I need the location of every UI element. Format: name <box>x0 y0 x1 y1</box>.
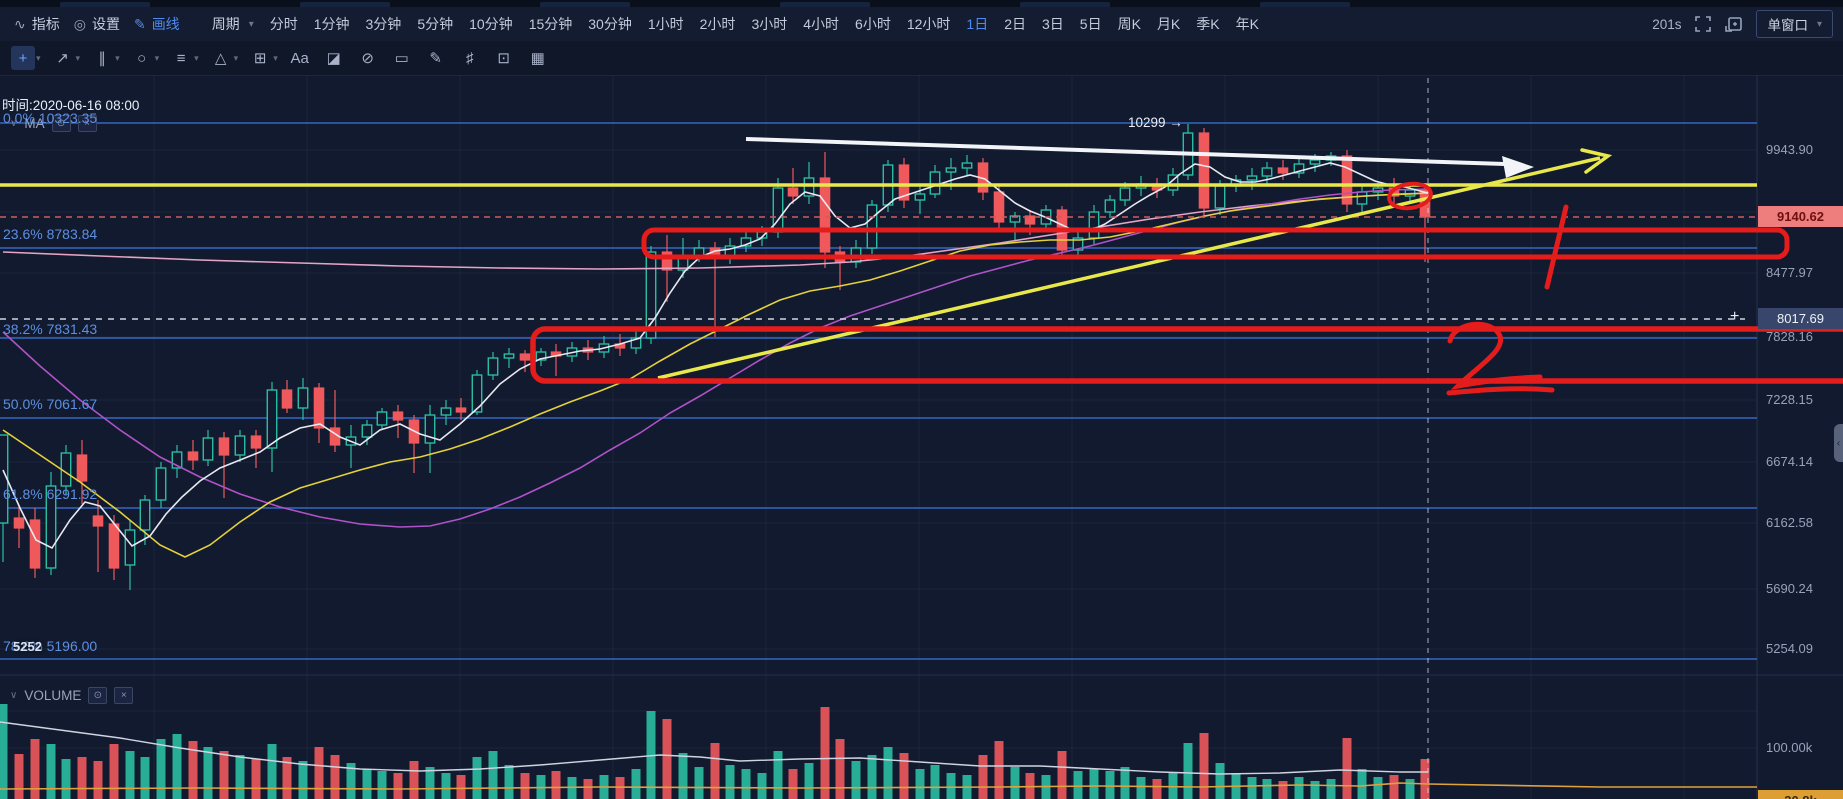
chevron-down-icon: ▾ <box>1816 18 1822 30</box>
timeframe-季K[interactable]: 季K <box>1196 16 1220 32</box>
axis-label: 9943.90 <box>1766 142 1813 157</box>
crosshair-tool[interactable]: + ▾ <box>11 46 41 70</box>
timeframe-15分钟[interactable]: 15分钟 <box>528 16 573 32</box>
timeframe-3日[interactable]: 3日 <box>1042 16 1064 32</box>
delete-tool[interactable]: ▦ <box>530 50 545 67</box>
volume-indicator-label: VOLUME <box>24 688 82 703</box>
volume-settings-icon[interactable]: ⊙ <box>88 687 108 704</box>
wave-pattern-tool[interactable]: △ ▾ <box>214 50 239 67</box>
eraser-percent-tool[interactable]: ◪ <box>326 50 341 67</box>
axis-label: 7228.15 <box>1766 392 1813 407</box>
candle-countdown: 201s <box>1652 16 1682 32</box>
text-tool[interactable]: Aa <box>290 49 309 67</box>
alert-level-badge: 8017.69 <box>1758 308 1843 329</box>
brush-tool[interactable]: ✎ <box>429 50 442 67</box>
fib-label: 50.0% 7061.67 <box>3 396 98 412</box>
timeframe-6小时[interactable]: 6小时 <box>855 16 891 32</box>
chevron-down-icon: ▾ <box>248 18 254 30</box>
timeframe-2日[interactable]: 2日 <box>1004 16 1026 32</box>
fib-label: 78.6% 5196.00 <box>3 638 98 654</box>
left-price-tick: 5252 <box>13 639 42 654</box>
trendline-tool[interactable]: ↗ ▾ <box>56 50 81 67</box>
draw-label: 画线 <box>151 16 180 32</box>
indicator-icon: ∿ <box>14 15 26 32</box>
fib-label: 61.8% 6291.92 <box>3 486 98 502</box>
indicators-button[interactable]: ∿ 指标 <box>14 14 60 34</box>
settings-label: 设置 <box>91 16 120 32</box>
axis-label: 6162.58 <box>1766 515 1813 530</box>
position-box-tool[interactable]: ⊞ ▾ <box>253 50 278 67</box>
current-price-badge: 9140.62 <box>1758 206 1843 227</box>
fullscreen-icon[interactable] <box>1695 16 1712 32</box>
timeframe-1小时[interactable]: 1小时 <box>647 16 684 32</box>
axis-label: 6674.14 <box>1766 454 1813 469</box>
pencil-icon: ✎ <box>133 15 146 32</box>
window-mode-label: 单窗口 <box>1767 18 1808 33</box>
timeframe-12小时[interactable]: 12小时 <box>906 16 951 32</box>
fib-label: 0.0% 10323.35 <box>3 110 98 126</box>
vertical-lines-tool[interactable]: ∥ ▾ <box>98 50 120 67</box>
clipped-top-strip <box>0 0 1843 7</box>
period-label: 周期 <box>211 16 240 32</box>
ellipse-tool[interactable]: ○ ▾ <box>137 49 160 67</box>
volume-indicator-row: ∨ VOLUME ⊙ × <box>10 687 134 704</box>
timeframe-4小时[interactable]: 4小时 <box>803 16 840 32</box>
timeframe-分时[interactable]: 分时 <box>269 16 298 32</box>
collapse-chevron-icon[interactable]: ∨ <box>10 690 18 701</box>
fib-label: 23.6% 8783.84 <box>3 226 98 242</box>
lock-tool[interactable]: ⊡ <box>497 50 510 67</box>
timeframe-5日[interactable]: 5日 <box>1079 16 1102 32</box>
fib-retracement-tool[interactable]: ≡ ▾ <box>176 49 199 67</box>
drawing-toolbar: + ▾ ↗ ▾ ∥ ▾ ○ ▾ ≡ ▾ △ ▾ ⊞ ▾ Aa ◪ ⊘ ▭ ✎ ♯ ⊡ ▦ <box>0 41 1843 76</box>
axis-label: 5690.24 <box>1766 581 1813 596</box>
timeframe-月K[interactable]: 月K <box>1156 16 1181 32</box>
window-mode-dropdown[interactable]: 单窗口 ▾ <box>1756 10 1833 38</box>
timeframe-年K[interactable]: 年K <box>1235 16 1259 32</box>
crosshair-time-label: 时间:2020-06-16 08:00 <box>2 98 140 113</box>
measure-tool[interactable]: ▭ <box>394 50 409 67</box>
volume-close-icon[interactable]: × <box>114 687 134 704</box>
timeframe-10分钟[interactable]: 10分钟 <box>469 16 513 32</box>
timeframe-3分钟[interactable]: 3分钟 <box>365 16 402 32</box>
gear-icon: ◎ <box>73 15 86 32</box>
axis-label: 100.00k <box>1766 740 1813 755</box>
peak-price-annotation: 10299 → <box>1128 115 1183 130</box>
add-pane-icon[interactable] <box>1725 16 1743 32</box>
timeframe-5分钟[interactable]: 5分钟 <box>417 16 454 32</box>
chart-topbar: ∿ 指标 ◎ 设置 ✎ 画线 周期 ▾ 分时 1分钟 3分钟 5分钟 10分钟 15分钟 3… <box>0 7 1843 42</box>
period-dropdown[interactable]: 周期 ▾ <box>212 14 254 34</box>
timeframe-2小时[interactable]: 2小时 <box>699 16 736 32</box>
axis-label: 5254.09 <box>1766 641 1813 656</box>
settings-button[interactable]: ◎ 设置 <box>74 14 120 34</box>
eraser-tool[interactable]: ⊘ <box>361 50 374 67</box>
timeframe-list: 分时 1分钟 3分钟 5分钟 10分钟 15分钟 30分钟 1小时 2小时 3小时 4小时 6小时 12… <box>254 14 1259 34</box>
draw-line-button[interactable]: ✎ 画线 <box>134 14 180 34</box>
fib-label: 38.2% 7831.43 <box>3 321 98 337</box>
timeframe-30分钟[interactable]: 30分钟 <box>588 16 632 32</box>
indicators-label: 指标 <box>31 16 60 32</box>
timeframe-1分钟[interactable]: 1分钟 <box>313 16 350 32</box>
plus-icon[interactable]: + <box>1730 308 1740 325</box>
panel-collapse-handle[interactable]: ‹ <box>1834 424 1843 462</box>
timeframe-1日[interactable]: 1日 <box>966 16 989 32</box>
axis-label: 8477.97 <box>1766 265 1813 280</box>
axis-label: 7828.16 <box>1766 329 1813 344</box>
compare-tool[interactable]: ♯ <box>465 49 474 67</box>
current-volume-badge: 30.8k <box>1758 790 1843 799</box>
timeframe-3小时[interactable]: 3小时 <box>751 16 788 32</box>
timeframe-周K[interactable]: 周K <box>1117 16 1141 32</box>
